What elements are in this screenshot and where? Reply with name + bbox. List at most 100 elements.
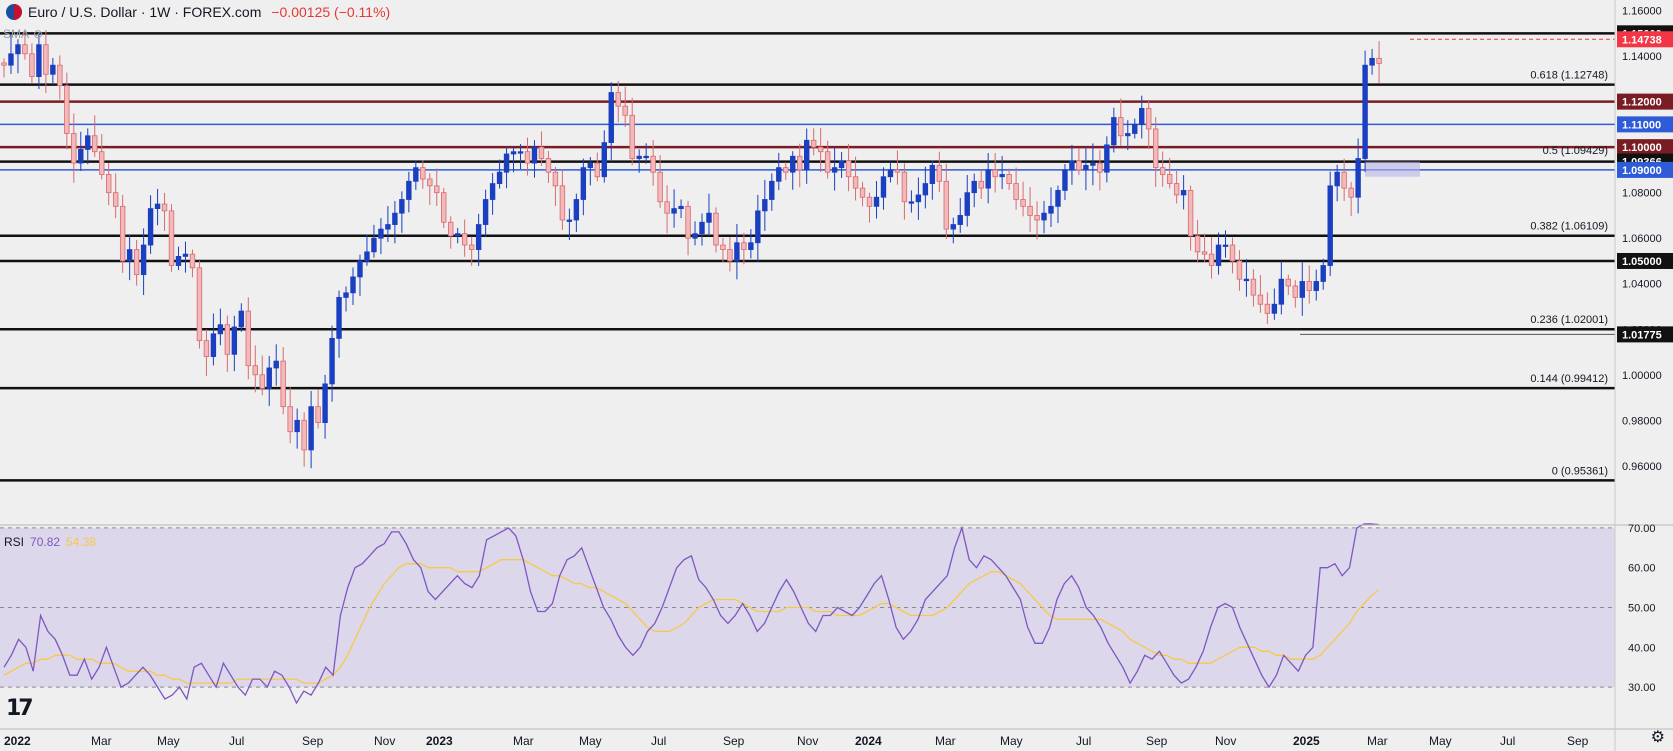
candle-body <box>741 242 747 250</box>
time-axis-label: Jul <box>229 734 244 748</box>
candle-body <box>489 183 496 200</box>
candle-body <box>894 169 901 173</box>
candle-body <box>720 244 726 250</box>
candles <box>1 30 1382 469</box>
candle-body <box>378 228 384 239</box>
candle-body <box>245 310 251 367</box>
rsi-ma-line <box>3 559 1380 684</box>
rsi-scale-label: 70.00 <box>1628 523 1656 535</box>
candle-body <box>1369 57 1375 66</box>
candle-body <box>992 169 998 178</box>
candle-body <box>804 139 810 171</box>
settings-gear-icon[interactable]: ⚙ <box>1650 729 1665 746</box>
candle-body <box>196 267 203 342</box>
candle-body <box>1341 171 1347 189</box>
candle-body <box>866 196 873 207</box>
candle-body <box>762 199 768 212</box>
rsi-indicator-label[interactable]: RSI 70.82 54.38 <box>4 535 96 549</box>
tradingview-logo-icon[interactable]: 17 <box>6 696 34 721</box>
candle-body <box>1229 244 1236 262</box>
candle-body <box>1313 281 1319 291</box>
candle-body <box>810 139 817 148</box>
candle-body <box>545 158 552 173</box>
candle-body <box>1020 199 1026 207</box>
candle-body <box>1104 144 1110 173</box>
symbol-title[interactable]: Euro / U.S. Dollar · 1W · FOREX.com <box>28 4 262 20</box>
candle-body <box>252 365 258 376</box>
candle-body <box>957 215 963 225</box>
candle-body <box>461 233 468 246</box>
candle-body <box>210 333 217 357</box>
candle-body <box>824 151 831 173</box>
candle-body <box>57 64 63 87</box>
candle-body <box>1271 303 1278 314</box>
fib-label: 0.144 (0.99412) <box>1530 373 1608 385</box>
candle-body <box>1166 174 1173 184</box>
candle-body <box>594 162 600 178</box>
candle-body <box>78 149 84 164</box>
candle-body <box>15 44 21 55</box>
price-change: −0.00125 (−0.11%) <box>271 4 391 20</box>
level-badge-text: 1.09000 <box>1622 165 1662 177</box>
candle-body <box>147 208 154 246</box>
candle-body <box>1118 117 1124 137</box>
candle-body <box>1250 278 1257 296</box>
level-badge <box>1617 252 1673 269</box>
fib-label: 0.382 (1.06109) <box>1530 221 1608 233</box>
candle-body <box>1146 108 1152 130</box>
candle-body <box>601 142 607 178</box>
eye-off-icon[interactable]: ⊘ <box>33 27 44 41</box>
candle-body <box>36 44 42 77</box>
candle-body <box>154 203 161 210</box>
candle-body <box>434 185 440 194</box>
time-axis-label: May <box>157 734 180 748</box>
candle-body <box>783 167 789 173</box>
price-scale-label: 0.96000 <box>1622 461 1662 473</box>
candle-body <box>608 92 614 143</box>
candle-body <box>273 360 279 369</box>
rsi-lines <box>3 523 1380 705</box>
candle-body <box>936 164 943 182</box>
candle-body <box>350 276 356 294</box>
level-badge <box>1617 326 1673 343</box>
time-axis-label: 2025 <box>1293 734 1320 748</box>
price-scale-label: 1.04000 <box>1622 279 1662 291</box>
candle-body <box>399 199 405 214</box>
candle-body <box>1215 244 1222 266</box>
fib-label: 0.236 (1.02001) <box>1530 314 1608 326</box>
fib-label: 0.5 (1.09429) <box>1543 145 1608 157</box>
candle-body <box>538 146 545 159</box>
candle-body <box>496 171 503 184</box>
candle-body <box>231 326 238 355</box>
candle-body <box>636 155 642 159</box>
candle-body <box>161 203 168 212</box>
candle-body <box>392 212 398 225</box>
candle-body <box>531 146 538 164</box>
candle-body <box>1125 133 1131 137</box>
candle-body <box>1348 187 1354 198</box>
sma-indicator-label[interactable]: SMA ⊘ <box>3 27 43 41</box>
candle-body <box>880 176 887 198</box>
candle-body <box>622 105 628 116</box>
candle-body <box>92 135 98 153</box>
candle-body <box>678 205 684 210</box>
time-axis-label: Jul <box>651 734 666 748</box>
candle-body <box>887 169 894 178</box>
level-badge <box>1617 93 1673 110</box>
candle-body <box>671 208 677 214</box>
candle-body <box>468 244 475 250</box>
candle-body <box>552 171 559 187</box>
price-scale-label: 0.98000 <box>1622 415 1662 427</box>
candle-body <box>448 221 454 237</box>
level-badge-text: 1.11000 <box>1622 119 1661 131</box>
candle-body <box>64 85 70 134</box>
time-axis-label: Nov <box>374 734 395 748</box>
time-axis-label: Mar <box>91 734 112 748</box>
rsi-label: RSI <box>4 535 25 549</box>
candle-body <box>189 253 196 269</box>
candle-body <box>643 155 649 159</box>
time-axis-label: May <box>1429 734 1452 748</box>
